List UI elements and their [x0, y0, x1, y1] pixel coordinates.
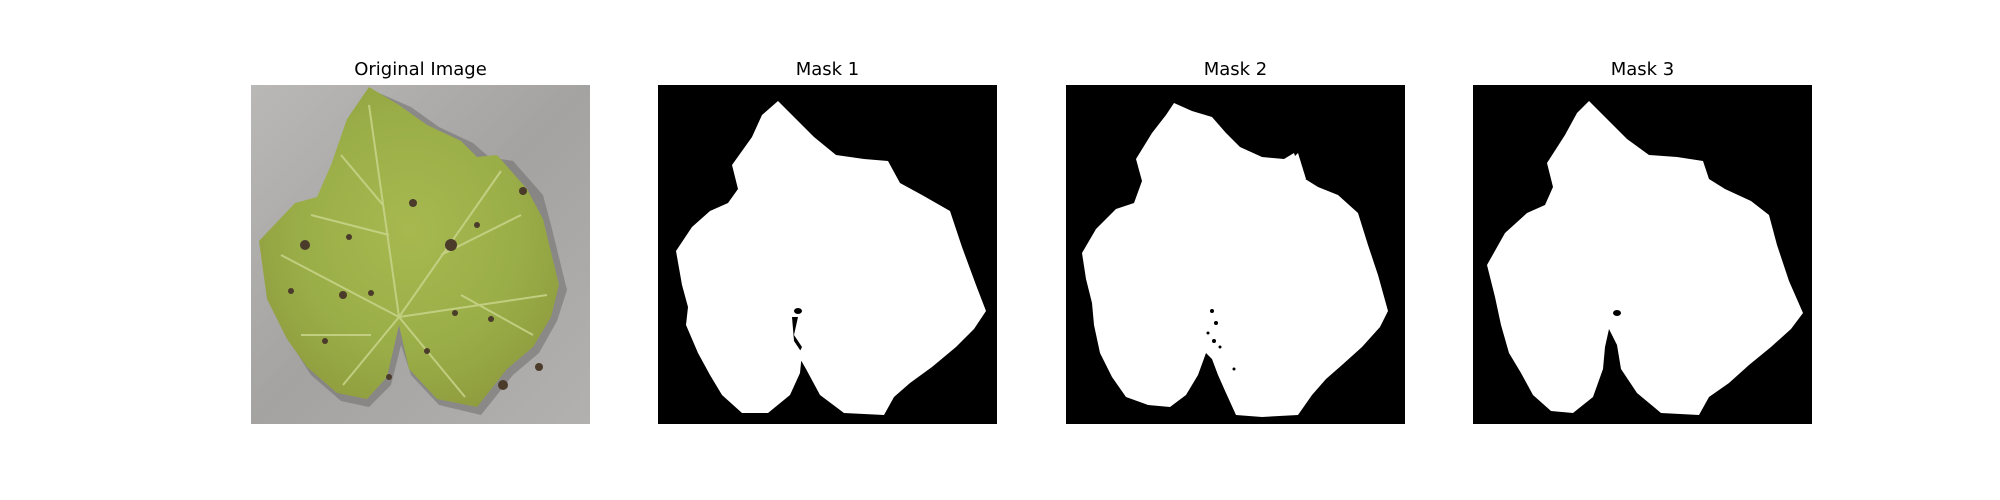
mask-speckles — [1174, 309, 1236, 409]
leaf-lesions — [288, 187, 543, 390]
mask-foreground — [1082, 103, 1388, 417]
panel-title: Mask 1 — [795, 59, 860, 80]
panel-title: Original Image — [354, 59, 487, 80]
mask-2-image — [1066, 85, 1405, 424]
panel-original-image: Original Image — [251, 58, 590, 424]
mask-1-image — [658, 85, 997, 424]
mask-foreground — [1487, 101, 1803, 415]
panel-title: Mask 2 — [1203, 59, 1268, 80]
panel-mask-1: Mask 1 — [658, 58, 997, 424]
panel-title: Mask 3 — [1610, 59, 1675, 80]
panel-mask-2: Mask 2 — [1066, 58, 1405, 424]
leaf-body — [259, 87, 559, 407]
panel-mask-3: Mask 3 — [1473, 58, 1812, 424]
leaf-photo — [251, 85, 590, 424]
mask-hole — [1613, 310, 1621, 316]
mask-spike — [1292, 153, 1306, 181]
mask-hole — [794, 308, 802, 314]
mask-3-image — [1473, 85, 1812, 424]
leaf-veins — [280, 104, 548, 398]
mask-foreground — [676, 101, 986, 415]
